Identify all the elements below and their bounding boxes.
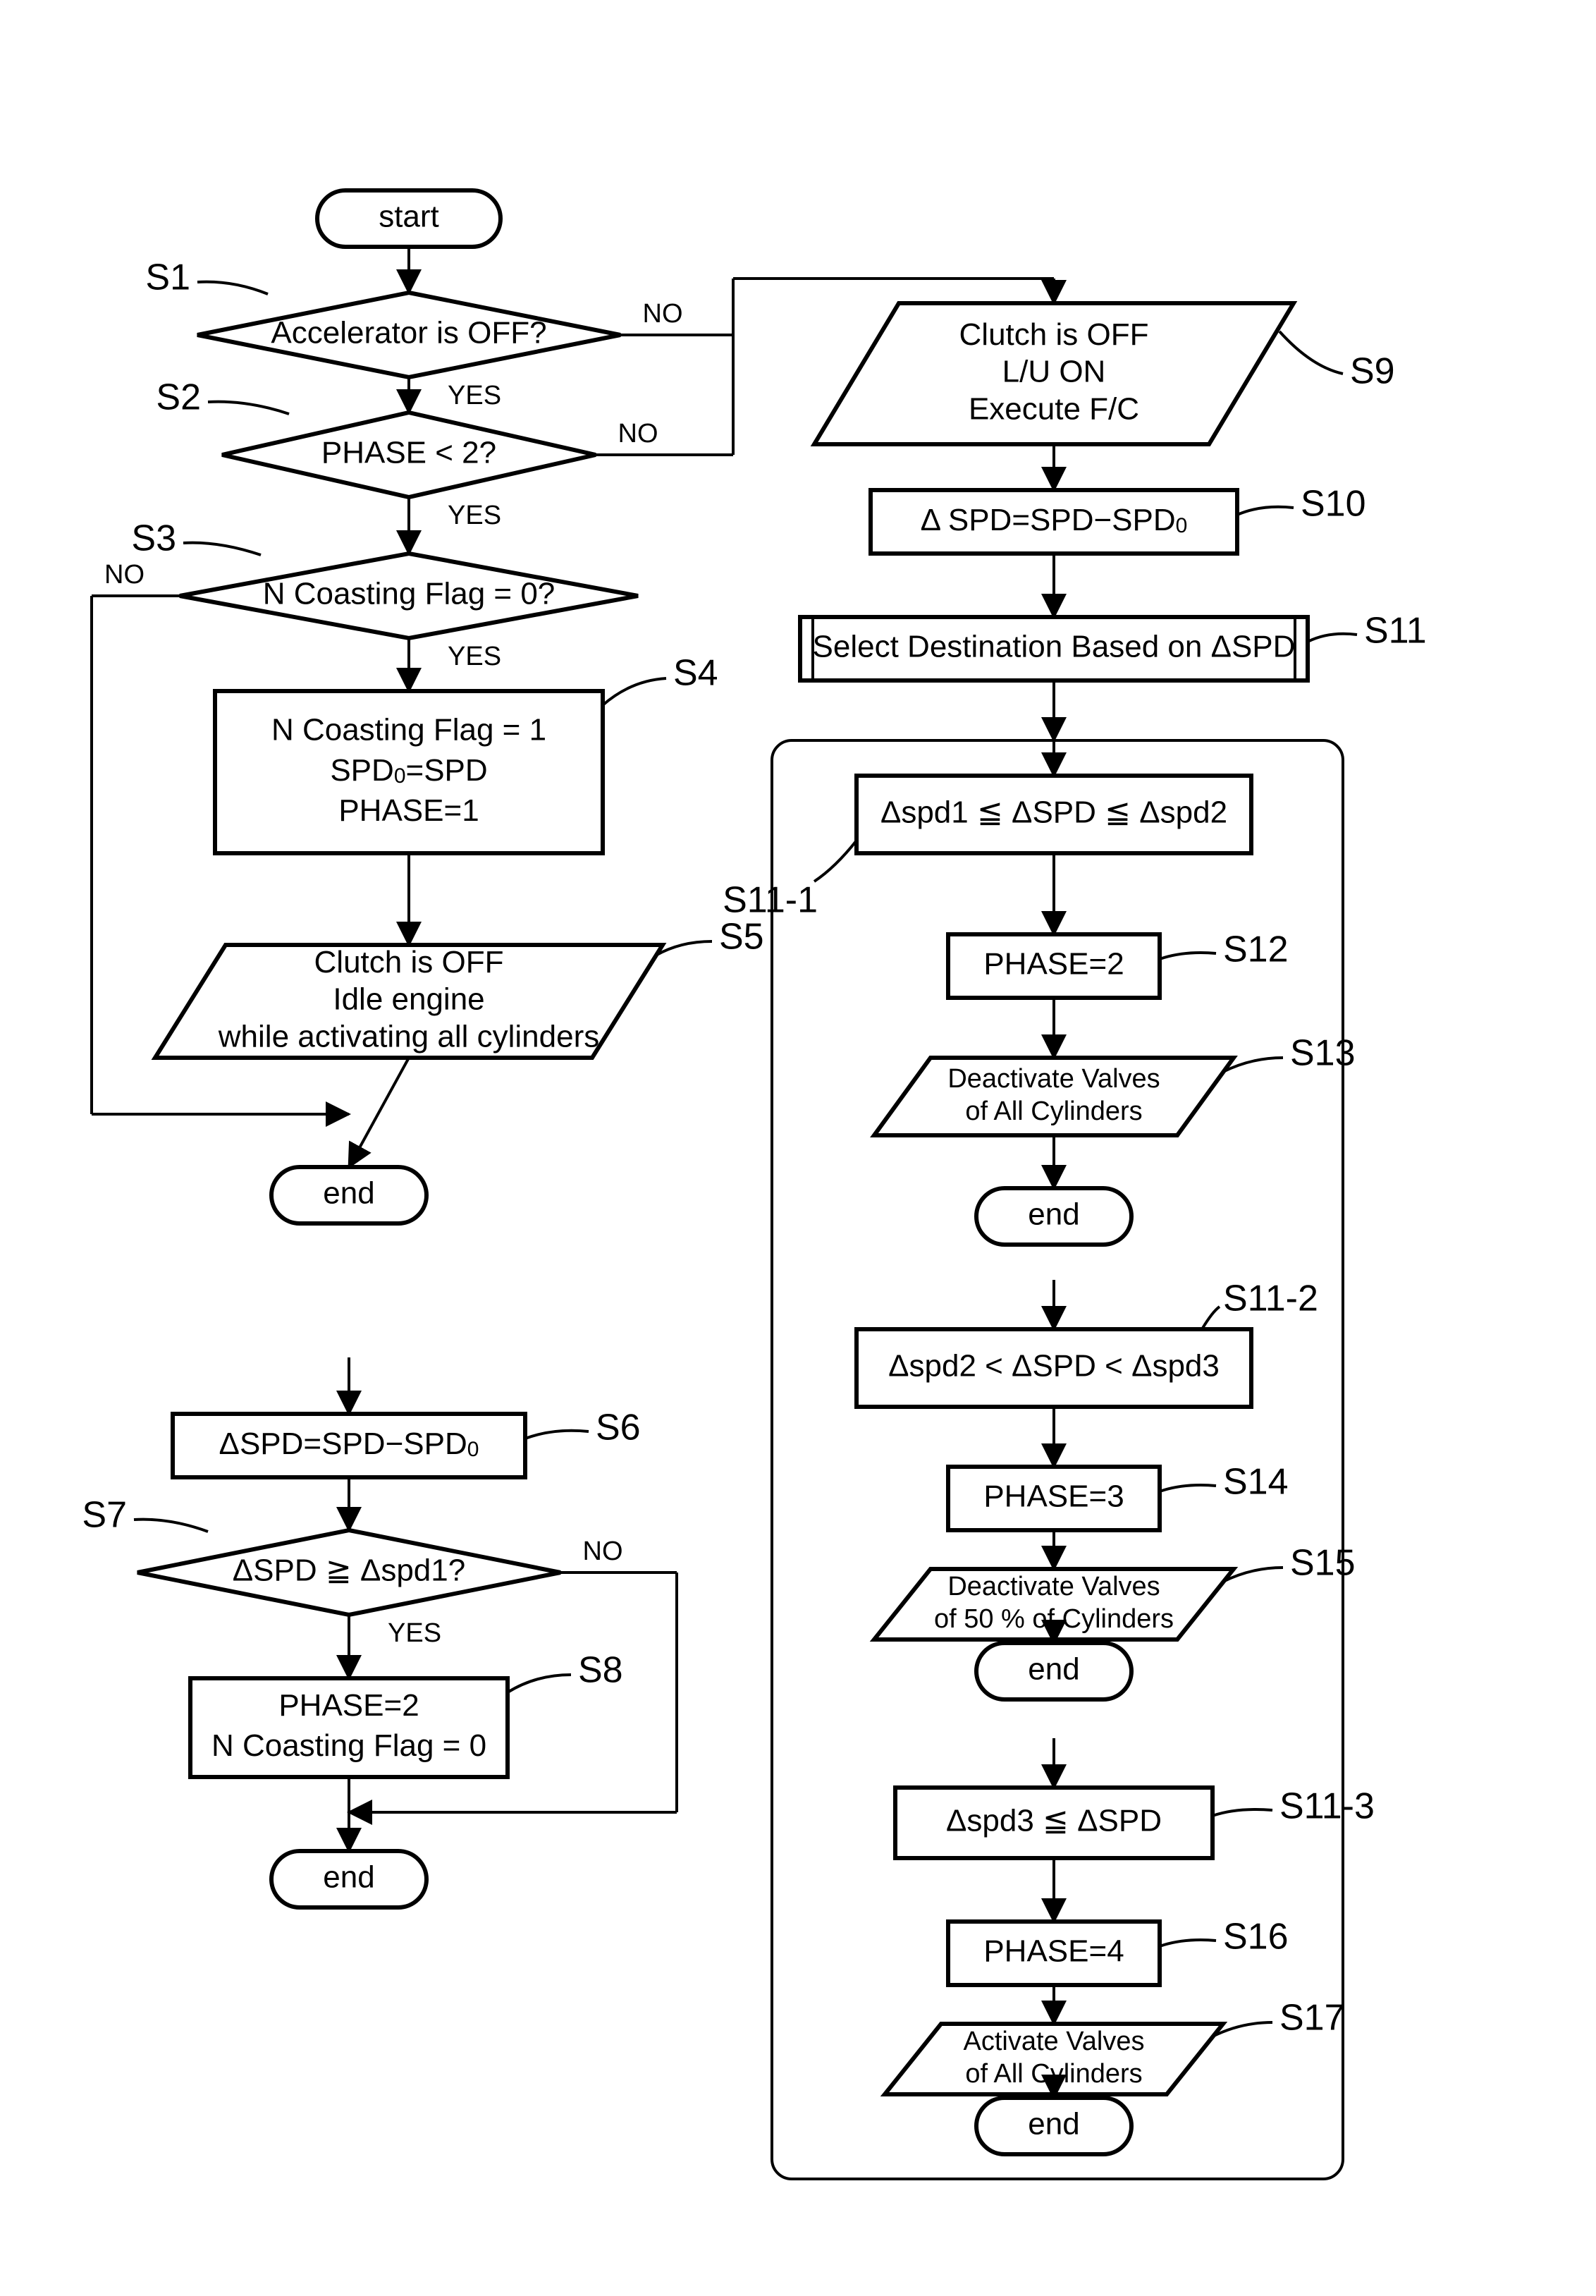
svg-text:S11-1: S11-1 (723, 880, 818, 921)
svg-text:S3: S3 (131, 518, 176, 559)
svg-text:Δspd1 ≦ ΔSPD ≦ Δspd2: Δspd1 ≦ ΔSPD ≦ Δspd2 (880, 795, 1227, 830)
svg-text:YES: YES (448, 501, 501, 530)
svg-text:Accelerator is OFF?: Accelerator is OFF? (271, 316, 546, 350)
svg-text:S16: S16 (1223, 1917, 1289, 1958)
svg-text:L/U ON: L/U ON (1002, 355, 1106, 389)
svg-text:SPD0=SPD: SPD0=SPD (330, 753, 487, 788)
svg-text:while activating all cylinders: while activating all cylinders (218, 1019, 599, 1054)
svg-text:Δ SPD=SPD−SPD0: Δ SPD=SPD−SPD0 (921, 503, 1188, 538)
svg-text:PHASE=1: PHASE=1 (338, 793, 479, 828)
svg-text:Deactivate Valves: Deactivate Valves (947, 1064, 1160, 1094)
svg-text:PHASE=2: PHASE=2 (983, 947, 1124, 982)
svg-text:S12: S12 (1223, 929, 1289, 970)
svg-text:Δspd2 < ΔSPD < Δspd3: Δspd2 < ΔSPD < Δspd3 (888, 1349, 1220, 1384)
svg-text:S10: S10 (1301, 484, 1366, 525)
svg-text:Activate Valves: Activate Valves (964, 2027, 1145, 2056)
svg-text:S13: S13 (1290, 1033, 1356, 1074)
svg-text:N Coasting Flag = 0?: N Coasting Flag = 0? (263, 577, 555, 611)
svg-text:end: end (1028, 2107, 1079, 2142)
svg-text:YES: YES (448, 642, 501, 671)
svg-text:Execute F/C: Execute F/C (969, 391, 1139, 426)
svg-text:Clutch is OFF: Clutch is OFF (314, 945, 504, 979)
svg-text:end: end (1028, 1197, 1079, 1232)
svg-text:S4: S4 (673, 653, 718, 694)
svg-text:Δspd3 ≦ ΔSPD: Δspd3 ≦ ΔSPD (946, 1804, 1162, 1838)
svg-text:PHASE=3: PHASE=3 (983, 1479, 1124, 1514)
svg-text:ΔSPD ≧ Δspd1?: ΔSPD ≧ Δspd1? (233, 1553, 465, 1588)
flow-arrow (349, 1058, 409, 1167)
svg-text:YES: YES (448, 381, 501, 410)
svg-text:NO: NO (104, 560, 145, 590)
svg-text:PHASE < 2?: PHASE < 2? (321, 436, 496, 470)
svg-text:Deactivate Valves: Deactivate Valves (947, 1572, 1160, 1601)
svg-text:NO: NO (618, 419, 658, 448)
svg-text:of All Cylinders: of All Cylinders (965, 1097, 1142, 1126)
svg-text:of All Cylinders: of All Cylinders (965, 2059, 1142, 2089)
svg-text:S11: S11 (1364, 611, 1427, 652)
svg-text:S5: S5 (719, 917, 764, 958)
svg-text:Idle engine: Idle engine (333, 982, 484, 1017)
svg-text:PHASE=4: PHASE=4 (983, 1934, 1124, 1969)
svg-text:S8: S8 (578, 1650, 623, 1691)
svg-text:N Coasting Flag = 0: N Coasting Flag = 0 (211, 1728, 486, 1763)
svg-text:S9: S9 (1350, 351, 1395, 392)
svg-text:PHASE=2: PHASE=2 (278, 1688, 419, 1723)
svg-text:S7: S7 (82, 1495, 127, 1536)
svg-text:S1: S1 (145, 257, 190, 298)
svg-text:NO: NO (643, 299, 683, 329)
svg-text:Select Destination Based on ΔS: Select Destination Based on ΔSPD (813, 630, 1296, 664)
svg-text:YES: YES (388, 1618, 441, 1648)
svg-text:S17: S17 (1279, 1998, 1345, 2039)
svg-text:N Coasting Flag = 1: N Coasting Flag = 1 (271, 712, 546, 747)
svg-text:start: start (379, 200, 439, 234)
svg-text:S15: S15 (1290, 1543, 1356, 1584)
svg-text:end: end (323, 1176, 374, 1211)
svg-text:S14: S14 (1223, 1462, 1289, 1503)
svg-text:end: end (323, 1860, 374, 1895)
svg-text:ΔSPD=SPD−SPD0: ΔSPD=SPD−SPD0 (219, 1427, 479, 1462)
svg-text:of 50 % of Cylinders: of 50 % of Cylinders (934, 1604, 1174, 1634)
svg-text:S6: S6 (596, 1407, 641, 1448)
svg-text:S11-3: S11-3 (1279, 1786, 1375, 1827)
svg-text:S11-2: S11-2 (1223, 1278, 1318, 1319)
svg-text:NO: NO (583, 1537, 623, 1566)
svg-text:end: end (1028, 1652, 1079, 1687)
svg-text:S2: S2 (156, 377, 201, 418)
svg-text:Clutch is OFF: Clutch is OFF (959, 317, 1149, 352)
